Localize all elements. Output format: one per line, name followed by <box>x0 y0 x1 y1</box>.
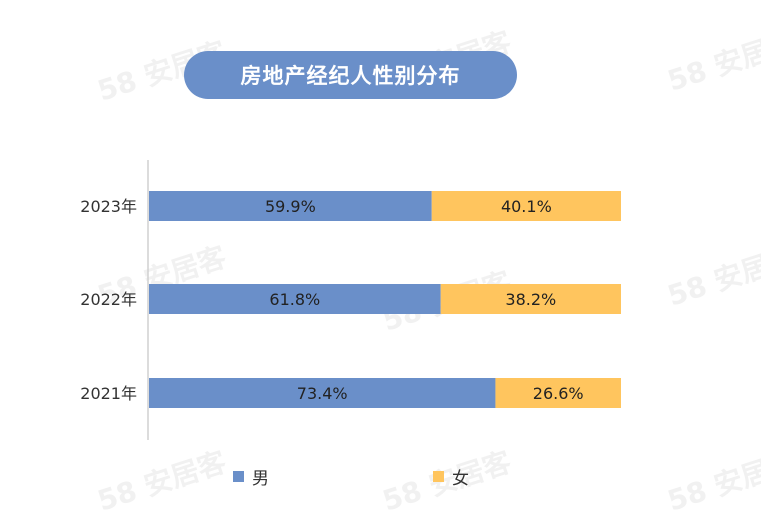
data-label: 59.9% <box>265 197 316 216</box>
legend-label-female: 女 <box>452 468 469 489</box>
chart-title-banner: 房地产经纪人性别分布 <box>184 51 517 99</box>
chart-title: 房地产经纪人性别分布 <box>240 64 461 88</box>
data-label: 38.2% <box>505 290 556 309</box>
bar-male <box>149 284 441 314</box>
y-tick-label: 2022年 <box>80 290 137 309</box>
legend-swatch-male <box>233 470 244 482</box>
data-label: 61.8% <box>269 290 320 309</box>
legend-item-male: 男 <box>233 466 269 489</box>
bar-female <box>440 284 621 314</box>
data-label: 40.1% <box>501 197 552 216</box>
legend-swatch-female <box>433 470 444 482</box>
data-label: 73.4% <box>297 384 348 403</box>
bar-male <box>149 191 432 221</box>
legend-label-male: 男 <box>252 468 269 489</box>
bar-male <box>149 378 496 408</box>
bar-female <box>431 191 621 221</box>
bar-female <box>495 378 621 408</box>
y-tick-label: 2023年 <box>80 197 137 216</box>
y-tick-label: 2021年 <box>80 384 137 403</box>
data-label: 26.6% <box>533 384 584 403</box>
legend-item-female: 女 <box>433 466 469 489</box>
